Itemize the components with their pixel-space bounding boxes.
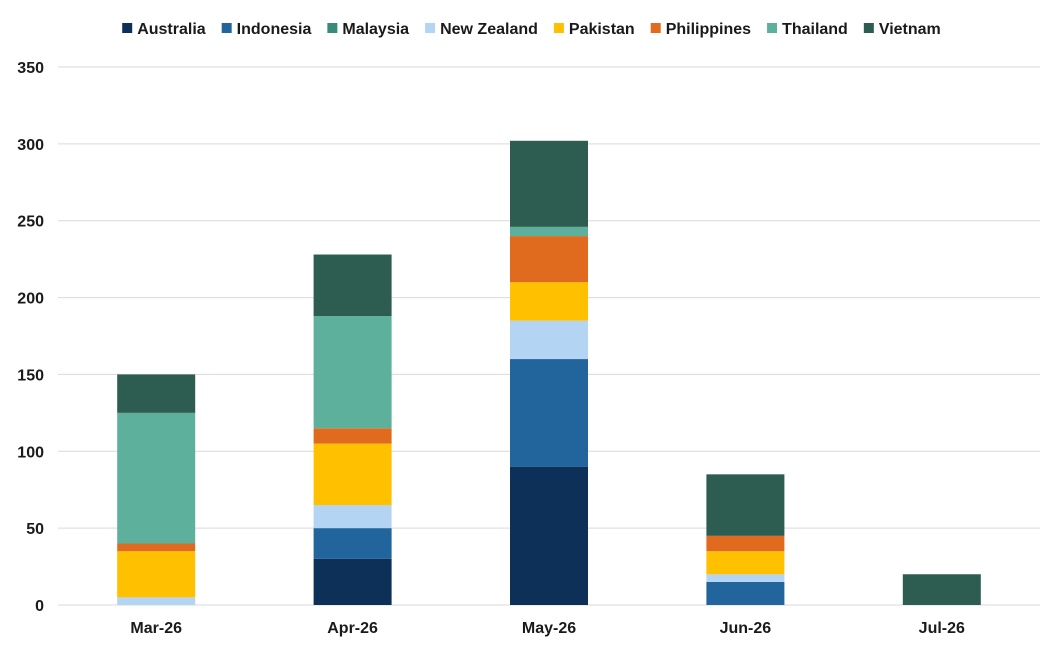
x-tick-label-apr-26: Apr-26 <box>327 620 378 637</box>
legend-swatch-australia <box>122 23 133 33</box>
bar-may-26-new-zealand <box>510 320 588 360</box>
legend-label-thailand: Thailand <box>782 21 848 38</box>
legend-item-philippines: Philippines <box>650 21 751 38</box>
x-tick-label-jul-26: Jul-26 <box>919 620 965 637</box>
bar-mar-26-vietnam <box>117 374 196 413</box>
legend-item-thailand: Thailand <box>767 21 848 38</box>
y-tick-label-350: 350 <box>17 60 44 77</box>
bar-mar-26-pakistan <box>117 551 196 598</box>
bar-may-26-pakistan <box>510 282 588 321</box>
bar-may-26-thailand <box>510 226 588 237</box>
legend-label-new-zealand: New Zealand <box>440 21 538 38</box>
legend-label-philippines: Philippines <box>666 21 751 38</box>
y-tick-label-300: 300 <box>17 137 44 154</box>
legend-item-pakistan: Pakistan <box>553 21 635 38</box>
y-tick-label-250: 250 <box>17 214 44 231</box>
x-tick-label-may-26: May-26 <box>522 620 576 637</box>
legend-item-vietnam: Vietnam <box>863 21 941 38</box>
legend-swatch-malaysia <box>327 23 338 33</box>
x-tick-label-jun-26: Jun-26 <box>720 620 772 637</box>
legend: Australia Indonesia Malaysia New Zealand Pak… <box>122 21 941 38</box>
y-tick-label-200: 200 <box>17 291 44 308</box>
legend-label-indonesia: Indonesia <box>237 21 312 38</box>
bar-apr-26-vietnam <box>313 254 392 317</box>
bar-apr-26-australia <box>313 558 392 605</box>
bar-may-26-philippines <box>510 236 588 283</box>
bar-apr-26-pakistan <box>313 443 392 506</box>
bar-may-26-vietnam <box>510 140 588 227</box>
bar-jun-26-philippines <box>706 535 785 552</box>
legend-label-malaysia: Malaysia <box>342 21 409 38</box>
y-tick-label-50: 50 <box>26 521 44 538</box>
bar-jun-26-pakistan <box>706 551 785 575</box>
legend-swatch-pakistan <box>553 23 564 33</box>
legend-item-indonesia: Indonesia <box>221 21 312 38</box>
legend-swatch-new-zealand <box>425 23 436 33</box>
x-tick-label-mar-26: Mar-26 <box>130 620 182 637</box>
bar-may-26-indonesia <box>510 359 588 467</box>
bar-may-26-australia <box>510 466 588 605</box>
legend-item-new-zealand: New Zealand <box>425 21 538 38</box>
legend-swatch-vietnam <box>863 23 874 33</box>
bar-jul-26-vietnam <box>902 574 981 605</box>
bar-jun-26-new-zealand <box>706 574 785 582</box>
bar-mar-26-thailand <box>117 412 196 544</box>
legend-swatch-thailand <box>767 23 778 33</box>
bar-mar-26-new-zealand <box>117 597 196 605</box>
legend-label-pakistan: Pakistan <box>569 21 635 38</box>
legend-swatch-philippines <box>650 23 661 33</box>
bar-apr-26-philippines <box>313 428 392 444</box>
x-axis: Mar-26 Apr-26 May-26 Jun-26 Jul-26 <box>130 620 965 637</box>
bar-jun-26-vietnam <box>706 474 785 536</box>
bar-apr-26-new-zealand <box>313 505 392 529</box>
legend-swatch-indonesia <box>221 23 232 33</box>
bar-apr-26-thailand <box>313 316 392 429</box>
bars <box>117 140 981 605</box>
bar-mar-26-philippines <box>117 543 196 552</box>
legend-label-vietnam: Vietnam <box>879 21 941 38</box>
y-axis: 0 50 100 150 200 250 300 350 <box>17 60 44 615</box>
legend-label-australia: Australia <box>137 21 206 38</box>
legend-item-australia: Australia <box>122 21 206 38</box>
y-tick-label-0: 0 <box>35 598 44 615</box>
bar-apr-26-indonesia <box>313 528 392 559</box>
y-tick-label-150: 150 <box>17 367 44 384</box>
bar-jun-26-indonesia <box>706 581 785 605</box>
legend-item-malaysia: Malaysia <box>327 21 409 38</box>
y-tick-label-100: 100 <box>17 444 44 461</box>
